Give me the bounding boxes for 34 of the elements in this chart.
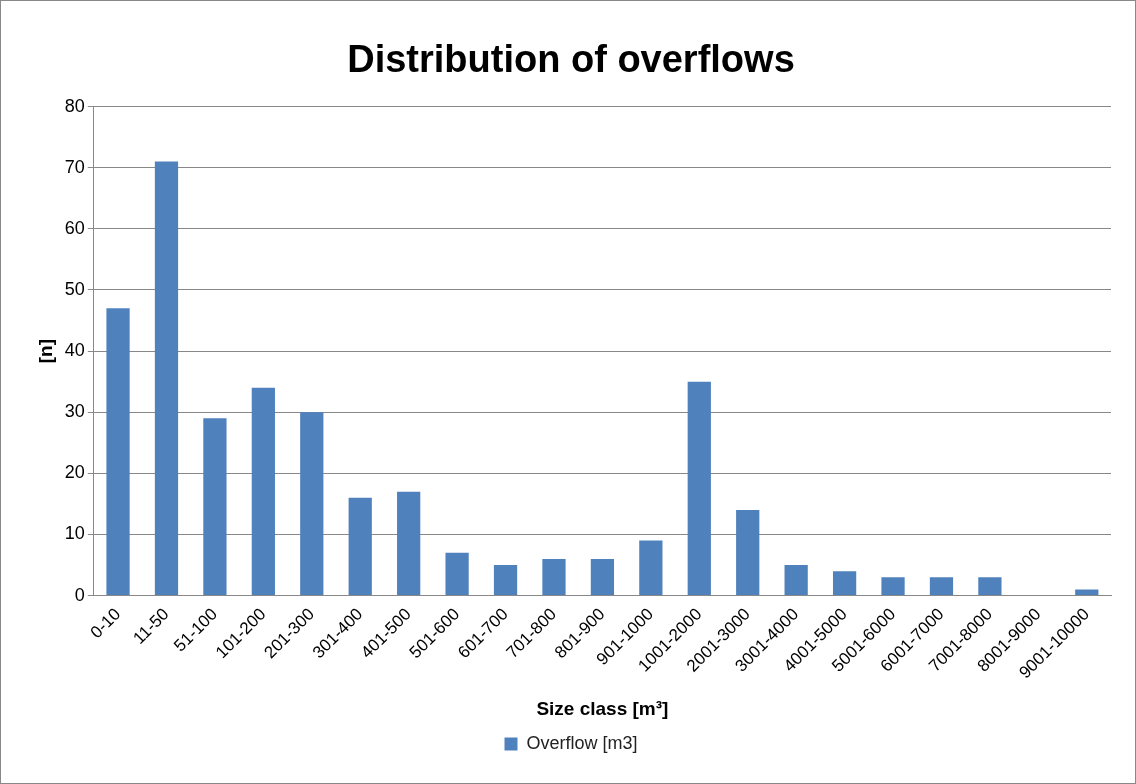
bar	[590, 558, 615, 596]
y-tick-label: 70	[64, 156, 85, 177]
y-tick-label: 0	[74, 584, 85, 605]
y-tick-label: 40	[64, 340, 85, 361]
y-tick-label: 50	[64, 278, 85, 299]
bar	[300, 412, 324, 596]
bar	[542, 558, 566, 596]
bar	[639, 540, 663, 596]
bar	[154, 161, 179, 596]
legend-label: Overflow [m3]	[526, 732, 638, 753]
bar	[251, 387, 275, 596]
bar	[106, 308, 130, 596]
bar	[978, 577, 1002, 596]
y-axis-title: [n]	[34, 338, 56, 364]
bar	[445, 552, 469, 596]
y-tick-label: 10	[64, 523, 85, 544]
x-tick-label: 0-10	[86, 604, 125, 643]
y-tick-label: 20	[64, 462, 85, 483]
bar	[203, 418, 227, 596]
bar	[881, 577, 905, 596]
bar	[397, 491, 421, 596]
y-tick-label: 60	[64, 217, 85, 238]
bar	[493, 565, 518, 596]
y-tick-label: 80	[64, 95, 85, 116]
bar	[784, 565, 808, 596]
bar	[1075, 589, 1099, 596]
bar	[832, 571, 857, 596]
bar	[929, 577, 954, 596]
bar	[736, 510, 760, 596]
bar	[687, 381, 711, 596]
bar	[348, 497, 372, 596]
x-axis-title: Size class [m³]	[536, 697, 669, 719]
y-tick-label: 30	[64, 401, 85, 422]
chart-title: Distribution of overflows	[347, 38, 795, 81]
